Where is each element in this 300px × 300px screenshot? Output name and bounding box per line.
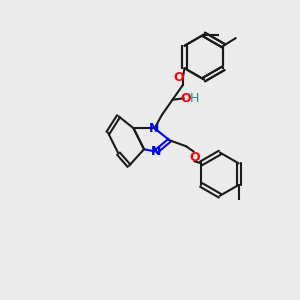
- Text: N: N: [149, 122, 160, 135]
- Text: O: O: [189, 151, 200, 164]
- Text: H: H: [189, 92, 199, 105]
- Text: N: N: [151, 145, 161, 158]
- Text: O: O: [174, 71, 184, 84]
- Text: O: O: [181, 92, 191, 105]
